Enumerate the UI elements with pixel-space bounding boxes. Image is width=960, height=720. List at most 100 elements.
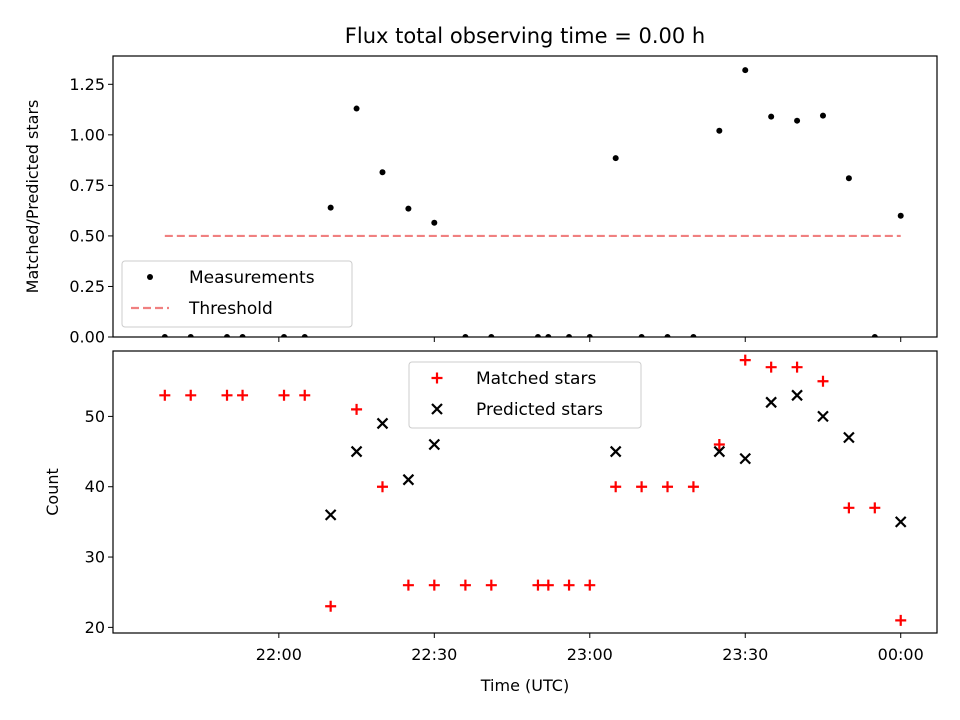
plot2-matched-star-point [791,361,803,373]
plot1-axes-frame [112,55,938,338]
plot1-measurement-point [161,334,168,337]
plot2-matched-star-point [713,439,725,451]
plot1-measurement-point [742,67,749,74]
plot2-predicted-star-point [402,473,415,486]
plot2-ytick-label: 40 [85,477,105,496]
plot1-measurement-point [187,334,194,337]
plot1-legend-box [121,260,353,328]
plot2-legend-label: Matched stars [476,369,596,389]
plot1-legend: Measurements Threshold [121,260,353,328]
plot2-predicted-star-point [765,396,777,409]
plot2-data-layer [159,354,907,626]
plot1-measurement-point [897,212,904,219]
plot2-legend: Matched stars Predicted stars [408,361,642,429]
plot1-measurement-point [612,155,619,162]
plot2-matched-star-point [376,481,388,493]
plot1-ytick-label: 0.75 [69,176,105,195]
plot1-measurement-point [301,334,308,337]
plot1-measurement-point [690,334,697,337]
plot1-measurement-point [353,105,360,112]
plot2-predicted-star-point [376,417,389,430]
plot2-legend-plus-marker [431,372,443,384]
plot2-matched-star-point [351,403,363,415]
plot1-measurement-point [431,219,438,226]
plot2-matched-star-point [159,389,171,401]
plot1-measurement-point [768,113,775,120]
plot2-matched-star-point [662,481,674,493]
plot2-xtick-label: 23:30 [722,645,768,664]
plot2-predicted-star-point [817,410,829,423]
plot2-xtick-label: 22:30 [411,645,457,664]
plot2-predicted-star-point [791,389,803,402]
plot1-legend-label: Threshold [188,299,273,319]
plot2-xlabel: Time (UTC) [480,676,569,695]
plot1-measurement-point [716,127,723,134]
plot1-measurement-point [327,204,334,211]
plot1-legend-dot-marker [147,274,153,280]
plot1-measurement-point [488,334,495,337]
plot2-xtick-label: 00:00 [878,645,924,664]
plot2-matched-star-point [843,502,855,514]
plot2-matched-star-point [185,389,197,401]
plot1-measurement-point [534,334,541,337]
plot2-predicted-star-point [609,445,622,458]
plot2-panel: 20 30 40 50 22:00 22:30 23:00 23:30 00:00 Count Ti… [43,350,938,695]
plot1-measurement-point [819,112,826,119]
plot2-legend-x-marker [431,403,443,415]
plot2-matched-star-point [869,502,881,514]
plot1-ylabel: Matched/Predicted stars [23,100,42,294]
plot1-ytick-label: 0.25 [69,277,105,296]
plot2-matched-star-point [428,579,440,591]
plot1-measurement-point [462,334,469,337]
plot2-matched-star-point [817,375,829,387]
plot1-measurement-point [239,334,246,337]
plot2-matched-star-point [325,600,337,612]
plot1-data-layer [161,67,904,337]
plot2-xtick-label: 22:00 [256,645,302,664]
plot1-measurement-point [586,334,593,337]
plot2-matched-star-point [687,481,699,493]
plot2-matched-star-point [765,361,777,373]
plot2-ytick-label: 20 [85,618,105,637]
plot2-predicted-star-point [324,509,337,521]
plot2-matched-star-point [584,579,596,591]
plot2-predicted-star-point [713,445,726,458]
plot2-xtick-label: 23:00 [567,645,613,664]
plot1-title: Flux total observing time = 0.00 h [345,24,705,48]
plot2-matched-star-point [895,614,907,626]
plot1-measurement-point [871,334,878,337]
plot2-matched-star-point [532,579,544,591]
plot2-predicted-star-point [843,431,855,444]
plot1-ytick-label: 1.00 [69,125,105,144]
plot1-measurement-point [545,334,552,337]
plot2-ytick-label: 50 [85,407,105,426]
plot1-measurement-point [845,175,852,182]
plot1-measurement-point [794,117,801,124]
plot1-ytick-label: 0.50 [69,226,105,245]
plot2-matched-star-point [299,389,311,401]
plot2-predicted-star-point [350,445,363,458]
plot1-measurement-point [224,334,231,337]
plot2-ylabel: Count [43,468,62,516]
plot2-matched-star-point [221,389,233,401]
plot2-matched-star-point [542,579,554,591]
plot1-measurement-point [379,169,386,176]
plot1-legend-label: Measurements [189,268,315,288]
plot2-axes-frame [112,350,938,634]
plot2-predicted-star-point [428,438,441,451]
plot1-measurement-point [281,334,288,337]
plot2-matched-star-point [278,389,290,401]
plot2-matched-star-point [485,579,497,591]
plot2-matched-star-point [563,579,575,591]
plot1-ytick-label: 0.00 [69,328,105,347]
plot1-panel: 0.00 0.25 0.50 0.75 1.00 1.25 Matched/Predicte… [23,24,938,347]
plot2-matched-star-point [459,579,471,591]
plot2-legend-box [408,361,642,429]
plot1-measurement-point [638,334,645,337]
plot2-matched-star-point [636,481,648,493]
plot1-measurement-point [405,205,412,212]
plot1-ytick-label: 1.25 [69,75,105,94]
plot1-measurement-point [664,334,671,337]
plot2-ytick-label: 30 [85,548,105,567]
